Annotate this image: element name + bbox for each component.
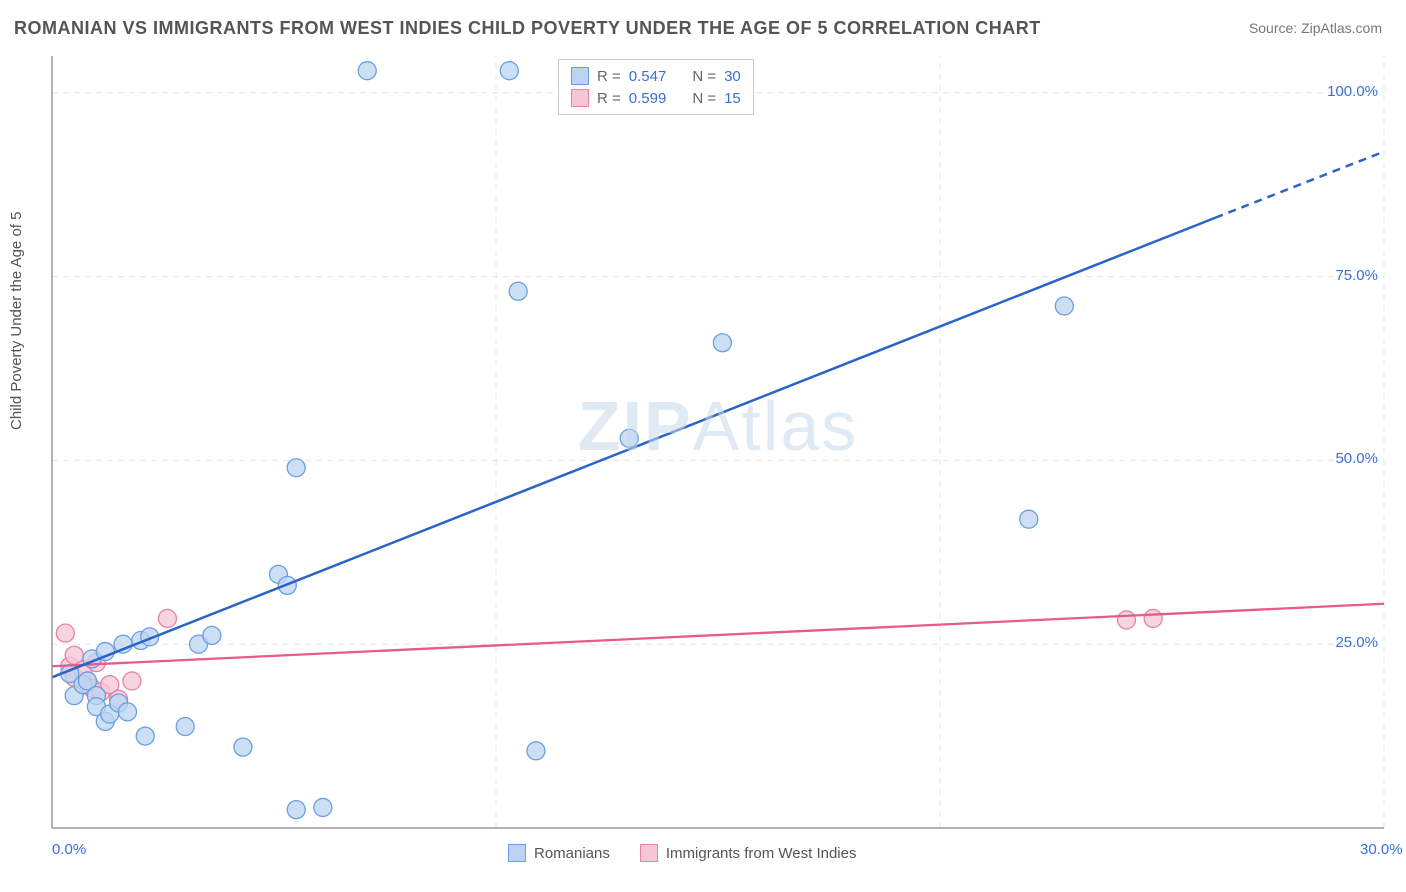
y-tick-label: 75.0% <box>1335 267 1378 284</box>
r-value-blue: 0.547 <box>629 68 667 85</box>
chart-svg <box>48 52 1388 832</box>
n-value-blue: 30 <box>724 68 741 85</box>
r-value-pink: 0.599 <box>629 90 667 107</box>
y-axis-label: Child Poverty Under the Age of 5 <box>8 212 25 430</box>
chart-title: ROMANIAN VS IMMIGRANTS FROM WEST INDIES … <box>14 18 1041 39</box>
r-label: R = <box>597 90 621 107</box>
legend-label-blue: Romanians <box>534 845 610 862</box>
y-tick-label: 25.0% <box>1335 634 1378 651</box>
legend-label-pink: Immigrants from West Indies <box>666 845 857 862</box>
swatch-pink <box>640 844 658 862</box>
legend-item-pink: Immigrants from West Indies <box>640 844 857 862</box>
plot-area: ZIPAtlas R = 0.547 N = 30 R = 0.599 N = … <box>48 52 1388 832</box>
y-tick-label: 100.0% <box>1327 83 1378 100</box>
n-value-pink: 15 <box>724 90 741 107</box>
legend-series: Romanians Immigrants from West Indies <box>508 844 856 862</box>
n-label: N = <box>692 68 716 85</box>
x-tick-label: 30.0% <box>1360 841 1403 858</box>
chart-container: ROMANIAN VS IMMIGRANTS FROM WEST INDIES … <box>0 0 1406 892</box>
legend-item-blue: Romanians <box>508 844 610 862</box>
r-label: R = <box>597 68 621 85</box>
legend-stats-row-blue: R = 0.547 N = 30 <box>571 65 741 87</box>
source-label: Source: ZipAtlas.com <box>1249 20 1382 36</box>
x-tick-label: 0.0% <box>52 841 86 858</box>
n-label: N = <box>692 90 716 107</box>
legend-stats-row-pink: R = 0.599 N = 15 <box>571 87 741 109</box>
swatch-pink <box>571 89 589 107</box>
swatch-blue <box>508 844 526 862</box>
legend-stats: R = 0.547 N = 30 R = 0.599 N = 15 <box>558 59 754 115</box>
swatch-blue <box>571 67 589 85</box>
y-tick-label: 50.0% <box>1335 450 1378 467</box>
